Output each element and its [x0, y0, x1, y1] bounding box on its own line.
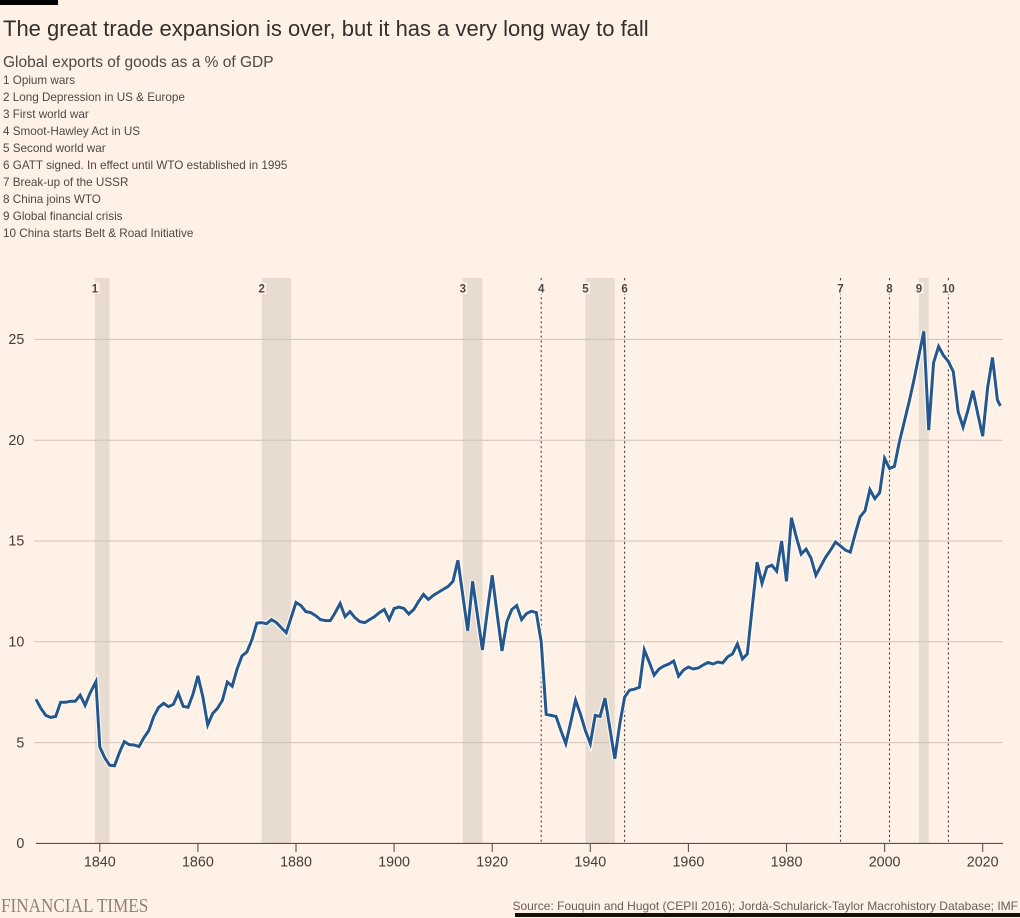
- svg-text:1: 1: [92, 284, 99, 296]
- svg-text:2: 2: [258, 284, 264, 296]
- svg-text:1860: 1860: [182, 855, 214, 871]
- svg-text:1940: 1940: [574, 855, 606, 871]
- svg-text:25: 25: [8, 332, 24, 348]
- svg-text:2020: 2020: [967, 855, 999, 871]
- svg-text:1880: 1880: [280, 855, 312, 871]
- svg-text:10: 10: [8, 635, 24, 651]
- svg-text:10: 10: [942, 284, 955, 296]
- svg-text:1840: 1840: [84, 855, 116, 871]
- svg-text:2000: 2000: [869, 855, 901, 871]
- svg-text:0: 0: [16, 836, 24, 852]
- svg-text:1920: 1920: [476, 855, 508, 871]
- svg-text:1960: 1960: [672, 855, 704, 871]
- svg-text:15: 15: [8, 534, 24, 550]
- svg-text:1980: 1980: [771, 855, 803, 871]
- svg-text:5: 5: [582, 284, 589, 296]
- svg-text:20: 20: [8, 433, 24, 449]
- svg-text:9: 9: [916, 284, 922, 296]
- svg-text:6: 6: [621, 284, 627, 296]
- svg-text:8: 8: [886, 284, 893, 296]
- svg-text:1900: 1900: [378, 855, 410, 871]
- svg-text:3: 3: [460, 284, 466, 296]
- svg-text:4: 4: [538, 284, 545, 296]
- svg-text:7: 7: [837, 284, 843, 296]
- svg-text:5: 5: [16, 735, 24, 751]
